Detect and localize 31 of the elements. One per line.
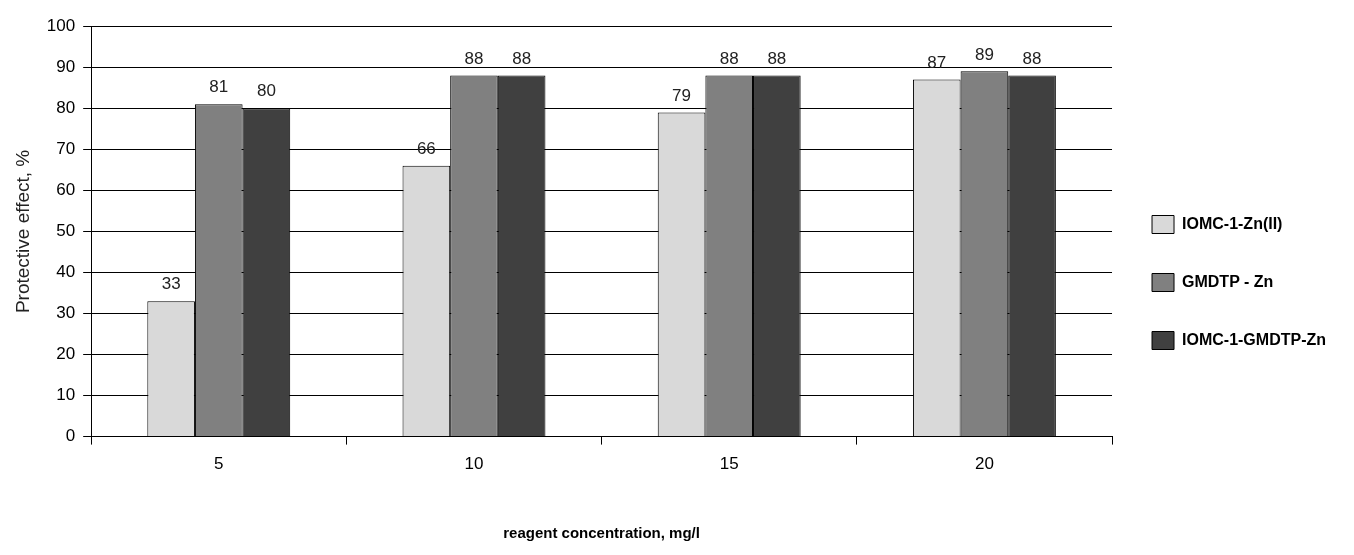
x-tick-label: 15 [719, 454, 739, 474]
y-tick-label: 90 [56, 56, 76, 76]
y-tick-label: 70 [56, 139, 76, 159]
data-label: 87 [927, 52, 947, 72]
x-tick-label: 5 [214, 454, 224, 474]
y-tick-label: 0 [65, 426, 76, 446]
data-label: 79 [672, 85, 692, 105]
y-tick-label: 60 [56, 180, 76, 200]
data-label: 88 [464, 48, 484, 68]
legend-label: IOMC-1-GMDTP-Zn [1182, 330, 1327, 348]
y-tick-label: 100 [46, 15, 76, 35]
x-axis-title: reagent concentration, mg/l [503, 524, 700, 542]
y-tick-label: 10 [56, 385, 76, 405]
data-label: 89 [974, 44, 994, 64]
data-label: 33 [161, 274, 181, 294]
data-label: 88 [1022, 48, 1042, 68]
y-tick-label: 80 [56, 97, 76, 117]
data-label: 81 [209, 77, 229, 97]
y-tick-label: 40 [56, 262, 76, 282]
y-tick-label: 30 [56, 303, 76, 323]
y-tick-label: 50 [56, 221, 76, 241]
x-tick-label: 10 [464, 454, 484, 474]
data-label: 80 [256, 81, 276, 101]
y-axis-title: Protective effect, % [11, 149, 33, 314]
data-label: 88 [512, 48, 532, 68]
legend-label: GMDTP - Zn [1182, 272, 1274, 290]
data-label: 88 [767, 48, 787, 68]
y-tick-label: 20 [56, 344, 76, 364]
legend-label: IOMC-1-Zn(II) [1182, 214, 1283, 232]
x-tick-label: 20 [974, 454, 994, 474]
data-label: 88 [719, 48, 739, 68]
